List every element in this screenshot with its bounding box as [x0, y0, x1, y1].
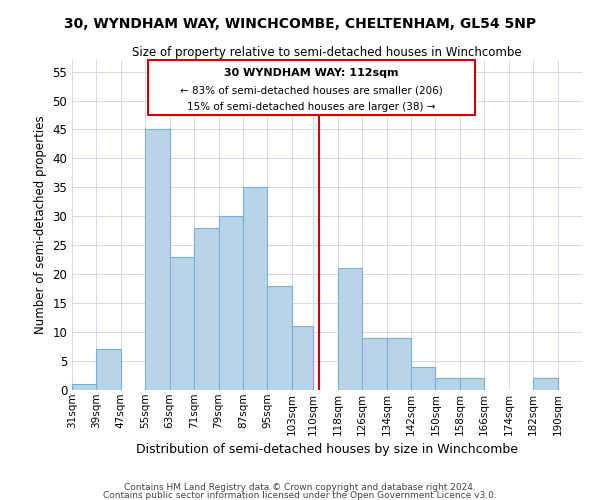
Bar — [338, 268, 362, 390]
Bar — [362, 338, 386, 390]
Bar — [194, 228, 218, 390]
Text: Contains public sector information licensed under the Open Government Licence v3: Contains public sector information licen… — [103, 490, 497, 500]
Bar — [218, 216, 243, 390]
Bar — [436, 378, 460, 390]
Bar — [268, 286, 292, 390]
Bar — [170, 257, 194, 390]
Bar — [148, 60, 475, 115]
Text: Contains HM Land Registry data © Crown copyright and database right 2024.: Contains HM Land Registry data © Crown c… — [124, 483, 476, 492]
Bar — [411, 367, 436, 390]
Bar — [243, 188, 268, 390]
Bar — [97, 350, 121, 390]
Text: 15% of semi-detached houses are larger (38) →: 15% of semi-detached houses are larger (… — [187, 102, 436, 113]
Text: ← 83% of semi-detached houses are smaller (206): ← 83% of semi-detached houses are smalle… — [181, 86, 443, 96]
Bar — [460, 378, 484, 390]
Y-axis label: Number of semi-detached properties: Number of semi-detached properties — [34, 116, 47, 334]
Bar — [533, 378, 557, 390]
Bar — [386, 338, 411, 390]
Title: Size of property relative to semi-detached houses in Winchcombe: Size of property relative to semi-detach… — [132, 46, 522, 59]
X-axis label: Distribution of semi-detached houses by size in Winchcombe: Distribution of semi-detached houses by … — [136, 443, 518, 456]
Bar — [72, 384, 97, 390]
Bar — [292, 326, 313, 390]
Text: 30 WYNDHAM WAY: 112sqm: 30 WYNDHAM WAY: 112sqm — [224, 68, 399, 78]
Bar — [145, 130, 170, 390]
Text: 30, WYNDHAM WAY, WINCHCOMBE, CHELTENHAM, GL54 5NP: 30, WYNDHAM WAY, WINCHCOMBE, CHELTENHAM,… — [64, 18, 536, 32]
